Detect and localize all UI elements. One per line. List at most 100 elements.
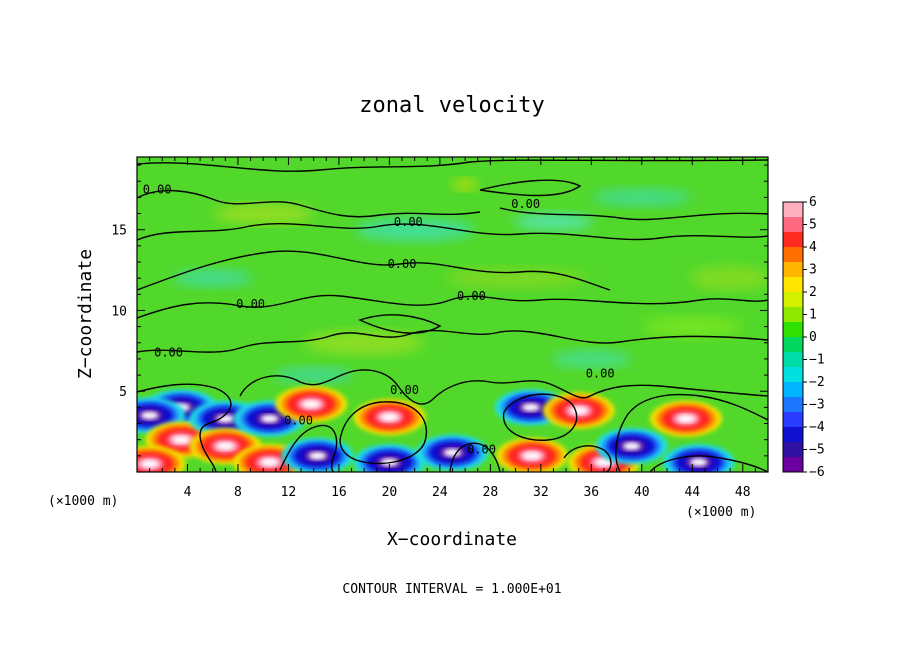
contour-labels: 0.00 0.00 0.00 0.00 0.00 0.00 0.00 0.00 0.00 0.00… bbox=[143, 183, 615, 457]
y-tick-label: 15 bbox=[111, 224, 127, 239]
colorbar-swatch bbox=[783, 262, 803, 278]
colorbar-swatch bbox=[783, 277, 803, 293]
colorbar-tick-label: −4 bbox=[809, 420, 825, 435]
contour-label: 0.00 bbox=[284, 414, 313, 428]
x-tick-label: 44 bbox=[684, 485, 700, 500]
negative-cell-band bbox=[260, 414, 279, 423]
contour-line bbox=[499, 207, 768, 221]
colorbar-swatch bbox=[783, 457, 803, 473]
x-tick-label: 36 bbox=[583, 485, 599, 500]
velocity-cell bbox=[137, 445, 186, 472]
velocity-cell bbox=[281, 437, 354, 472]
x-tick-label: 4 bbox=[184, 485, 192, 500]
x-tick-label: 20 bbox=[382, 485, 398, 500]
y-axis-ticks: 5 10 15 bbox=[111, 164, 768, 457]
x-tick-label: 24 bbox=[432, 485, 448, 500]
velocity-cell bbox=[496, 437, 568, 472]
negative-cell-band bbox=[308, 451, 327, 460]
contour-line bbox=[137, 383, 232, 472]
y-tick-label: 5 bbox=[119, 385, 127, 400]
contour-label: 0.00 bbox=[236, 297, 265, 311]
velocity-cell bbox=[649, 400, 722, 437]
positive-cell-band bbox=[569, 406, 588, 415]
contour-label: 0.00 bbox=[394, 215, 423, 229]
x-tick-label: 40 bbox=[634, 485, 650, 500]
x-tick-label: 48 bbox=[735, 485, 751, 500]
velocity-cell bbox=[353, 444, 426, 472]
contour-line bbox=[615, 393, 768, 472]
contour-line bbox=[137, 250, 611, 291]
contour-line bbox=[502, 393, 578, 441]
contour-line bbox=[563, 445, 612, 472]
y-axis-label: Z−coordinate bbox=[75, 249, 96, 379]
colorbar-swatch bbox=[783, 202, 803, 218]
positive-cell-band bbox=[260, 458, 279, 467]
x-axis-ticks: 4 8 12 16 20 24 28 32 36 40 44 48 bbox=[149, 157, 756, 500]
colorbar-tick-label: 4 bbox=[809, 240, 817, 255]
contour-line bbox=[479, 179, 582, 197]
texture-patch bbox=[513, 212, 594, 231]
contour-line bbox=[137, 159, 768, 172]
contour-line bbox=[137, 329, 768, 353]
x-unit-left: (×1000 m) bbox=[48, 494, 118, 509]
colorbar-swatch bbox=[783, 247, 803, 263]
contour-line bbox=[279, 424, 338, 472]
colorbar-swatch bbox=[783, 412, 803, 428]
contour-label: 0.00 bbox=[586, 367, 615, 381]
colorbar-swatch bbox=[783, 217, 803, 233]
colorbar-swatch bbox=[783, 232, 803, 248]
texture-patch bbox=[551, 349, 632, 368]
colorbar-tick-label: 5 bbox=[809, 218, 817, 233]
x-unit-right: (×1000 m) bbox=[686, 505, 756, 520]
velocity-cell bbox=[542, 392, 615, 429]
positive-cell-band bbox=[380, 413, 399, 422]
colorbar-swatch bbox=[783, 307, 803, 323]
colorbar-swatch bbox=[783, 442, 803, 458]
colorbar-tick-label: 6 bbox=[809, 195, 817, 210]
x-tick-label: 32 bbox=[533, 485, 549, 500]
contour-label: 0.00 bbox=[388, 257, 417, 271]
colorbar-swatch bbox=[783, 427, 803, 443]
contour-line bbox=[339, 401, 428, 465]
x-axis-label: X−coordinate bbox=[387, 529, 517, 550]
contour-interval-note: CONTOUR INTERVAL = 1.000E+01 bbox=[342, 582, 561, 597]
colorbar-tick-label: −2 bbox=[809, 375, 825, 390]
x-tick-label: 8 bbox=[234, 485, 242, 500]
colorbar-swatch bbox=[783, 337, 803, 353]
colorbar-swatch bbox=[783, 322, 803, 338]
colorbar: 6 5 4 3 2 1 0 −1 −2 −3 −4 −5 −6 bbox=[782, 195, 825, 480]
contour-line bbox=[239, 369, 768, 405]
velocity-cell bbox=[662, 444, 735, 472]
texture-patch bbox=[453, 178, 478, 191]
positive-cell-band bbox=[523, 451, 542, 460]
velocity-cell bbox=[353, 399, 426, 436]
negative-cell-band bbox=[689, 458, 708, 467]
texture-patch bbox=[354, 217, 475, 242]
contour-line bbox=[137, 189, 481, 218]
negative-cell-band bbox=[140, 411, 159, 420]
colorbar-tick-label: 0 bbox=[809, 330, 817, 345]
contour-label: 0.00 bbox=[390, 383, 419, 397]
texture-patch bbox=[690, 266, 768, 291]
strong-velocity-cells bbox=[137, 386, 735, 472]
colorbar-tick-label: −1 bbox=[809, 353, 825, 368]
chart-title: zonal velocity bbox=[359, 93, 544, 118]
x-tick-label: 12 bbox=[281, 485, 297, 500]
contour-label: 0.00 bbox=[457, 289, 486, 303]
y-tick-label: 10 bbox=[111, 304, 127, 319]
velocity-cell bbox=[275, 386, 348, 423]
velocity-cell bbox=[567, 444, 640, 472]
positive-cell-band bbox=[676, 414, 695, 423]
contour-label: 0.00 bbox=[511, 197, 540, 211]
plot-area: 0.00 0.00 0.00 0.00 0.00 0.00 0.00 0.00 0.00 0.00… bbox=[137, 157, 768, 472]
colorbar-tick-label: −5 bbox=[809, 443, 825, 458]
positive-cell-band bbox=[302, 400, 321, 409]
contour-label: 0.00 bbox=[143, 183, 172, 197]
positive-cell-band bbox=[216, 442, 235, 451]
zero-contours bbox=[137, 159, 768, 472]
colorbar-swatch bbox=[783, 397, 803, 413]
colorbar-tick-label: 3 bbox=[809, 263, 817, 278]
contour-line bbox=[358, 314, 442, 334]
contour-label: 0.00 bbox=[467, 443, 496, 457]
